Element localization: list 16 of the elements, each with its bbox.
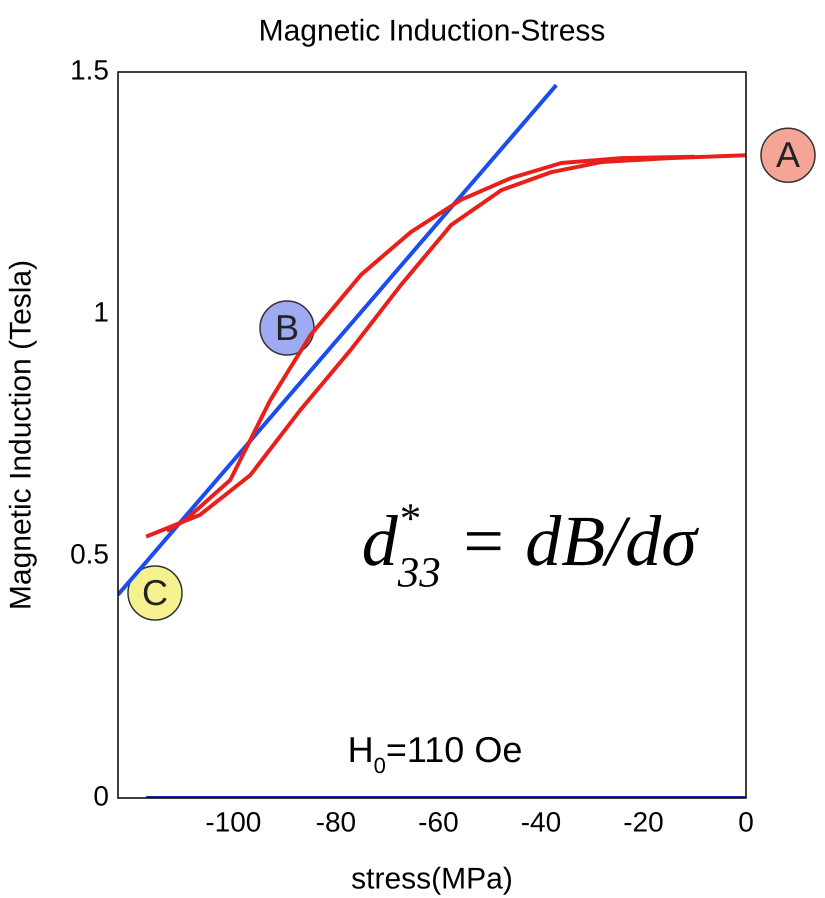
y-axis-title: Magnetic Induction (Tesla) [4,260,38,610]
y-tick-label: 0.5 [70,538,109,570]
annotation: B [274,306,300,348]
x-axis-title: stress(MPa) [351,862,513,896]
x-tick-label: 0 [738,806,754,838]
y-tick-label: 1.5 [70,54,109,86]
chart-title: Magnetic Induction-Stress [258,14,606,48]
x-tick-label: -40 [520,806,562,838]
x-tick-label: -80 [316,806,356,838]
x-tick-label: -100 [205,806,262,838]
annotation: C [142,572,168,613]
x-tick-label: -60 [418,806,459,838]
annotation: A [776,134,800,176]
x-tick-label: -20 [623,806,664,838]
y-tick-label: 1 [93,296,109,328]
y-tick-label: 0 [93,780,109,812]
